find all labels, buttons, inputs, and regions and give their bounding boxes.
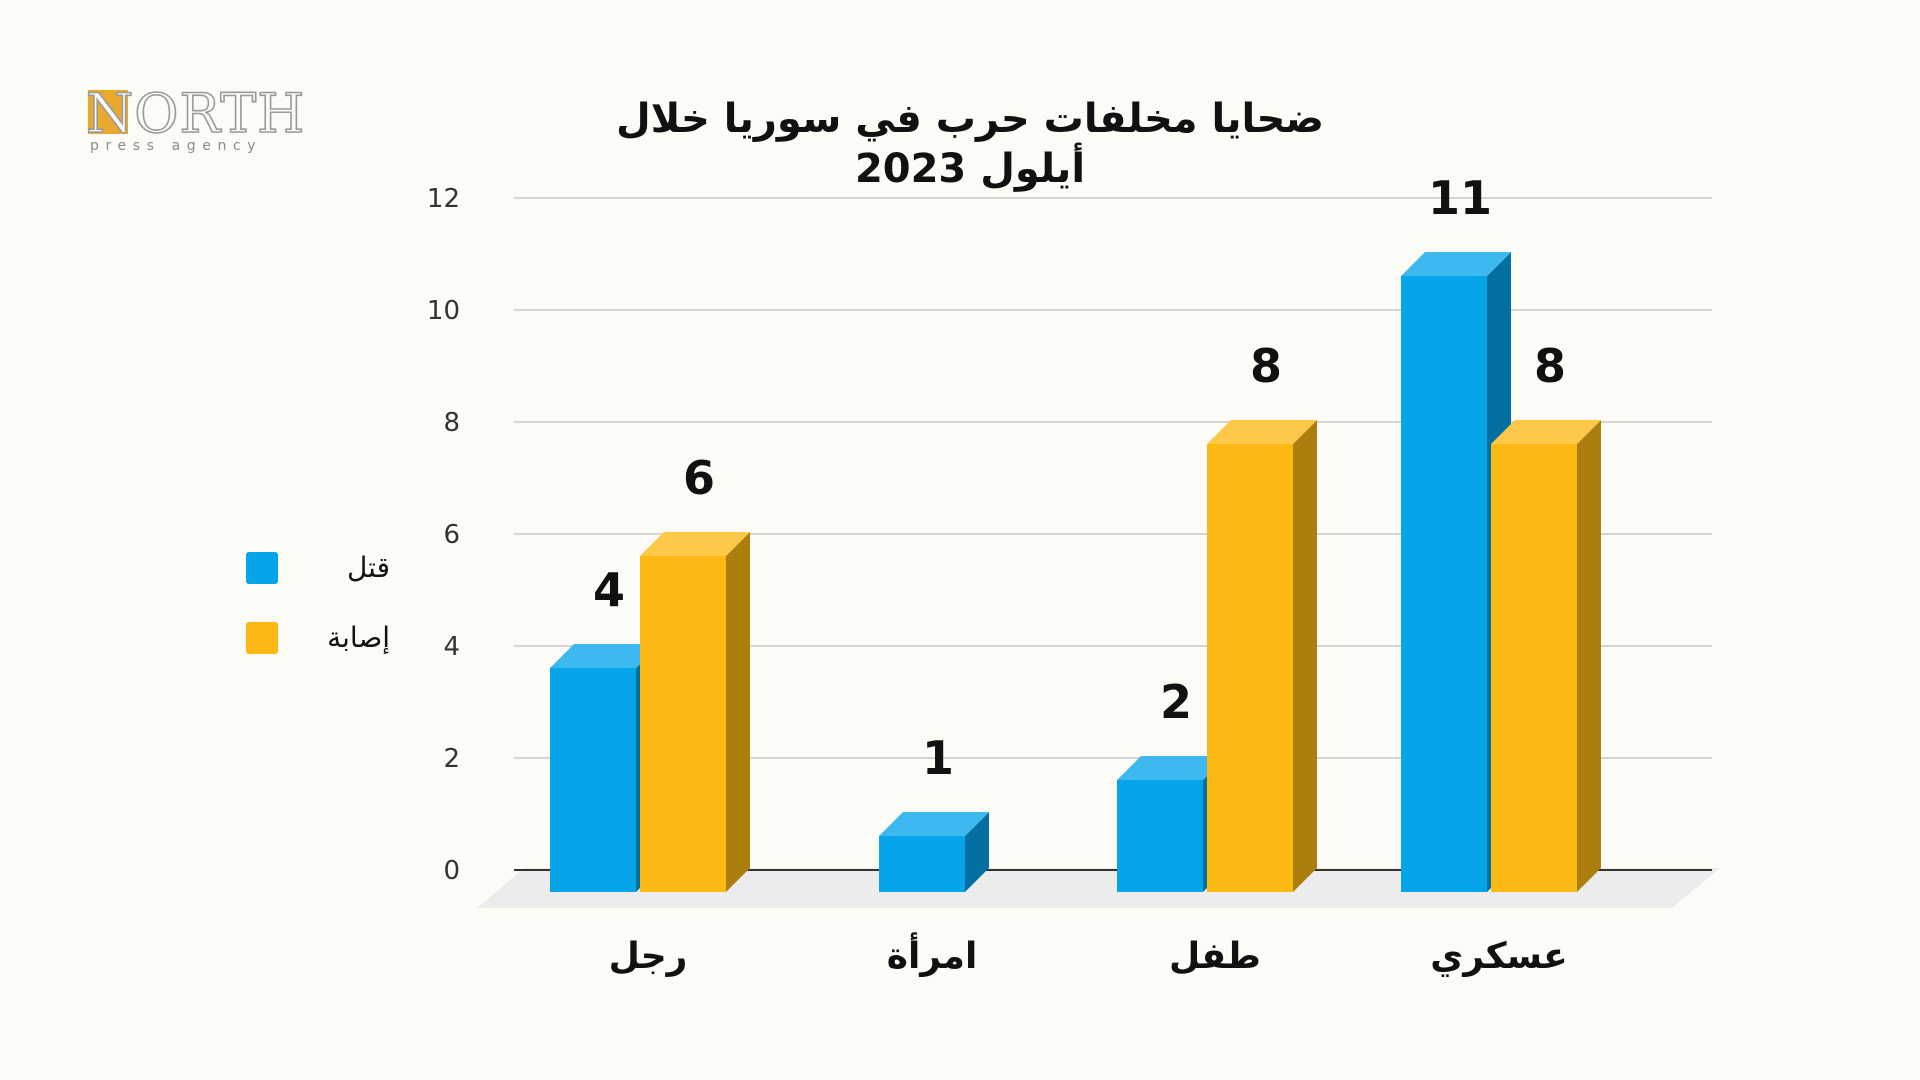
bar-top-injured [640, 532, 750, 556]
x-category-label: رجل [609, 936, 688, 977]
y-tick-label: 8 [443, 408, 460, 438]
bar-top-killed [550, 644, 660, 668]
y-tick-label: 12 [427, 184, 460, 214]
y-tick-label: 4 [443, 632, 460, 662]
data-label: 1 [922, 731, 954, 785]
bar-top-killed [879, 812, 989, 836]
bar-side-injured [1577, 420, 1601, 892]
legend-item-injured: إصابة [246, 618, 416, 688]
bar-killed [879, 836, 965, 892]
y-tick-label: 0 [443, 856, 460, 886]
bar-killed [550, 668, 636, 892]
logo-accent-box [88, 90, 128, 134]
data-label: 2 [1160, 675, 1192, 729]
legend-label-killed: قتل [346, 551, 390, 584]
bar-killed [1117, 780, 1203, 892]
bar-top-killed [1117, 756, 1227, 780]
legend-swatch-killed [246, 552, 278, 584]
bar-side-injured [726, 532, 750, 892]
legend-label-injured: إصابة [327, 621, 390, 654]
data-label: 4 [593, 563, 625, 617]
bar-injured [1491, 444, 1577, 892]
bar-top-killed [1401, 252, 1511, 276]
chart-title: ضحايا مخلفات حرب في سوريا خلال أيلول 202… [615, 96, 1325, 192]
bar-injured [640, 556, 726, 892]
logo-wordmark: NORTH [85, 82, 306, 145]
data-label: 6 [683, 451, 715, 505]
logo-tagline: press agency [90, 138, 263, 154]
legend-swatch-injured [246, 622, 278, 654]
y-tick-label: 10 [427, 296, 460, 326]
bar-top-injured [1491, 420, 1601, 444]
x-category-label: عسكري [1430, 936, 1568, 977]
bar-killed [1401, 276, 1487, 892]
legend-item-killed: قتل [246, 548, 416, 618]
bar-top-injured [1207, 420, 1317, 444]
bar-side-killed [965, 812, 989, 892]
bar-injured [1207, 444, 1293, 892]
bar-side-injured [1293, 420, 1317, 892]
data-label: 8 [1250, 339, 1282, 393]
y-tick-label: 2 [443, 744, 460, 774]
x-category-label: امرأة [887, 932, 978, 977]
chart-legend: قتل إصابة [246, 548, 416, 688]
x-category-label: طفل [1169, 936, 1261, 977]
y-tick-label: 6 [443, 520, 460, 550]
data-label: 11 [1428, 171, 1492, 225]
north-press-agency-logo: NORTH press agency [85, 85, 305, 156]
data-label: 8 [1534, 339, 1566, 393]
